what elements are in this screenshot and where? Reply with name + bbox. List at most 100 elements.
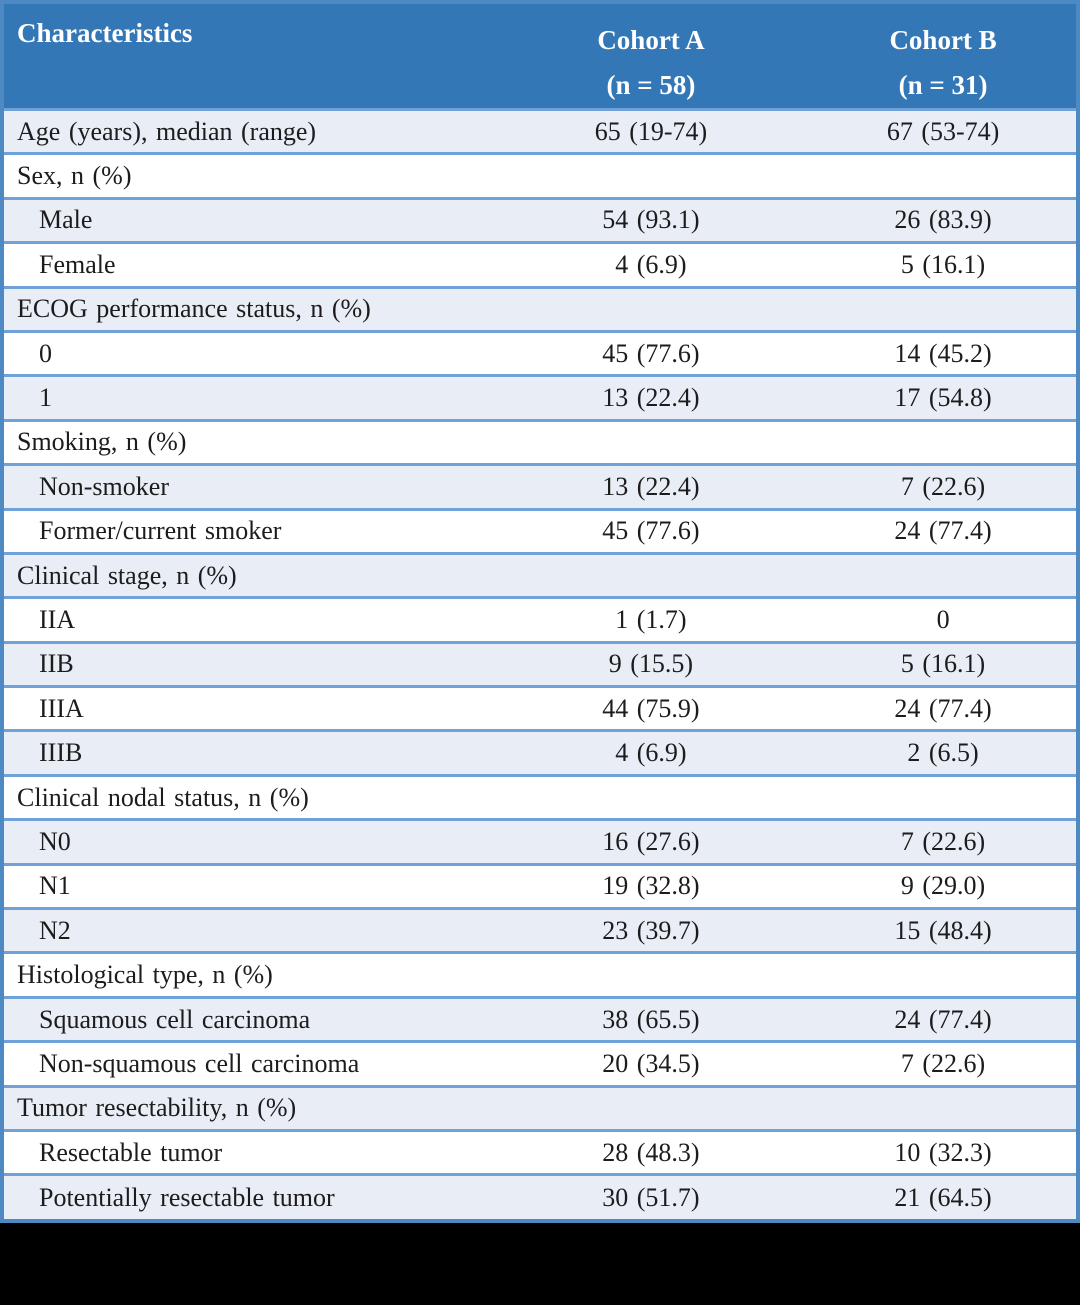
cohort-b-value: 9 (29.0) [810,862,1076,909]
row-label: Female [4,241,492,288]
table-row: Female 4 (6.9) 5 (16.1) [4,241,1076,288]
row-label: Clinical nodal status, n (%) [4,773,492,820]
row-label: IIA [4,596,492,643]
table-row: Age (years), median (range) 65 (19-74) 6… [4,107,1076,154]
table-row: Histological type, n (%) [4,951,1076,998]
row-label: Sex, n (%) [4,152,492,199]
table-row: ECOG performance status, n (%) [4,285,1076,332]
cohort-b-value [810,1084,1076,1131]
row-label: 0 [4,329,492,376]
column-header-characteristics: Characteristics [4,4,492,110]
cohort-a-value: 4 (6.9) [491,241,811,288]
table-row: IIIB 4 (6.9) 2 (6.5) [4,729,1076,776]
cohort-a-value [491,1084,811,1131]
cohort-b-value [810,951,1076,998]
cohort-a-value: 38 (65.5) [491,995,811,1042]
cohort-a-value [491,285,811,332]
table-row: Tumor resectability, n (%) [4,1084,1076,1131]
table-row: N0 16 (27.6) 7 (22.6) [4,818,1076,865]
cohort-b-value: 7 (22.6) [810,1040,1076,1087]
cohort-b-value: 17 (54.8) [810,374,1076,421]
table-row: Male 54 (93.1) 26 (83.9) [4,196,1076,243]
cohort-b-value: 24 (77.4) [810,685,1076,731]
cohort-b-value: 15 (48.4) [810,907,1076,953]
cohort-a-value: 28 (48.3) [491,1128,811,1175]
row-label: Former/current smoker [4,507,492,554]
cohort-b-value: 0 [810,596,1076,643]
cohort-b-title: Cohort B [889,25,997,55]
cohort-b-value: 67 (53-74) [810,107,1076,154]
cohort-b-value [810,152,1076,199]
cohort-a-value: 65 (19-74) [491,107,811,154]
cohort-b-value: 7 (22.6) [810,818,1076,865]
table-body: Age (years), median (range) 65 (19-74) 6… [4,107,1076,1220]
cohort-a-value: 19 (32.8) [491,862,811,909]
cohort-a-value: 4 (6.9) [491,729,811,776]
cohort-b-value: 2 (6.5) [810,729,1076,776]
row-label: Squamous cell carcinoma [4,995,492,1042]
cohort-a-value: 1 (1.7) [491,596,811,643]
cohort-b-value: 14 (45.2) [810,329,1076,376]
row-label: Male [4,196,492,243]
row-label: N0 [4,818,492,865]
table-row: N2 23 (39.7) 15 (48.4) [4,907,1076,953]
cohort-b-value: 5 (16.1) [810,640,1076,687]
cohort-a-value [491,418,811,465]
cohort-a-value: 54 (93.1) [491,196,811,243]
row-label: IIIA [4,685,492,731]
column-header-cohort-a: Cohort A (n = 58) [491,4,811,110]
cohort-a-value: 9 (15.5) [491,640,811,687]
row-label: N2 [4,907,492,953]
row-label: 1 [4,374,492,421]
table-row: IIB 9 (15.5) 5 (16.1) [4,640,1076,687]
cohort-a-value: 45 (77.6) [491,329,811,376]
row-label: N1 [4,862,492,909]
row-label: IIIB [4,729,492,776]
cohort-b-sample-size: (n = 31) [898,70,988,100]
cohort-b-value [810,285,1076,332]
row-label: Clinical stage, n (%) [4,551,492,598]
cohort-a-value: 30 (51.7) [491,1173,811,1220]
table-row: Former/current smoker 45 (77.6) 24 (77.4… [4,507,1076,554]
table-row: Resectable tumor 28 (48.3) 10 (32.3) [4,1128,1076,1175]
table-row: Non-squamous cell carcinoma 20 (34.5) 7 … [4,1040,1076,1087]
row-label: Resectable tumor [4,1128,492,1175]
row-label: Non-squamous cell carcinoma [4,1040,492,1087]
table-row: IIIA 44 (75.9) 24 (77.4) [4,685,1076,731]
patient-characteristics-table: Characteristics Cohort A (n = 58) Cohort… [4,4,1076,1220]
table-row: Potentially resectable tumor 30 (51.7) 2… [4,1173,1076,1220]
table-row: Smoking, n (%) [4,418,1076,465]
cohort-b-value: 7 (22.6) [810,463,1076,510]
table-row: Clinical nodal status, n (%) [4,773,1076,820]
row-label: Histological type, n (%) [4,951,492,998]
table-row: Clinical stage, n (%) [4,551,1076,598]
characteristics-table-frame: Characteristics Cohort A (n = 58) Cohort… [0,0,1080,1224]
table-row: 1 13 (22.4) 17 (54.8) [4,374,1076,421]
cohort-b-value: 26 (83.9) [810,196,1076,243]
table-header: Characteristics Cohort A (n = 58) Cohort… [4,4,1076,110]
row-label: Smoking, n (%) [4,418,492,465]
cohort-a-value: 45 (77.6) [491,507,811,554]
header-row: Characteristics Cohort A (n = 58) Cohort… [4,4,1076,110]
cohort-b-value: 10 (32.3) [810,1128,1076,1175]
cohort-a-value: 23 (39.7) [491,907,811,953]
cohort-b-value: 21 (64.5) [810,1173,1076,1220]
table-row: 0 45 (77.6) 14 (45.2) [4,329,1076,376]
cohort-a-value [491,951,811,998]
cohort-a-title: Cohort A [597,25,705,55]
table-row: Squamous cell carcinoma 38 (65.5) 24 (77… [4,995,1076,1042]
cohort-a-value: 20 (34.5) [491,1040,811,1087]
cohort-a-value: 44 (75.9) [491,685,811,731]
cohort-b-value [810,773,1076,820]
row-label: Age (years), median (range) [4,107,492,154]
cohort-b-value: 24 (77.4) [810,995,1076,1042]
cohort-a-sample-size: (n = 58) [606,70,696,100]
row-label: Potentially resectable tumor [4,1173,492,1220]
row-label: Non-smoker [4,463,492,510]
cohort-a-value [491,152,811,199]
table-row: IIA 1 (1.7) 0 [4,596,1076,643]
cohort-b-value: 24 (77.4) [810,507,1076,554]
table-row: Non-smoker 13 (22.4) 7 (22.6) [4,463,1076,510]
cohort-b-value [810,551,1076,598]
